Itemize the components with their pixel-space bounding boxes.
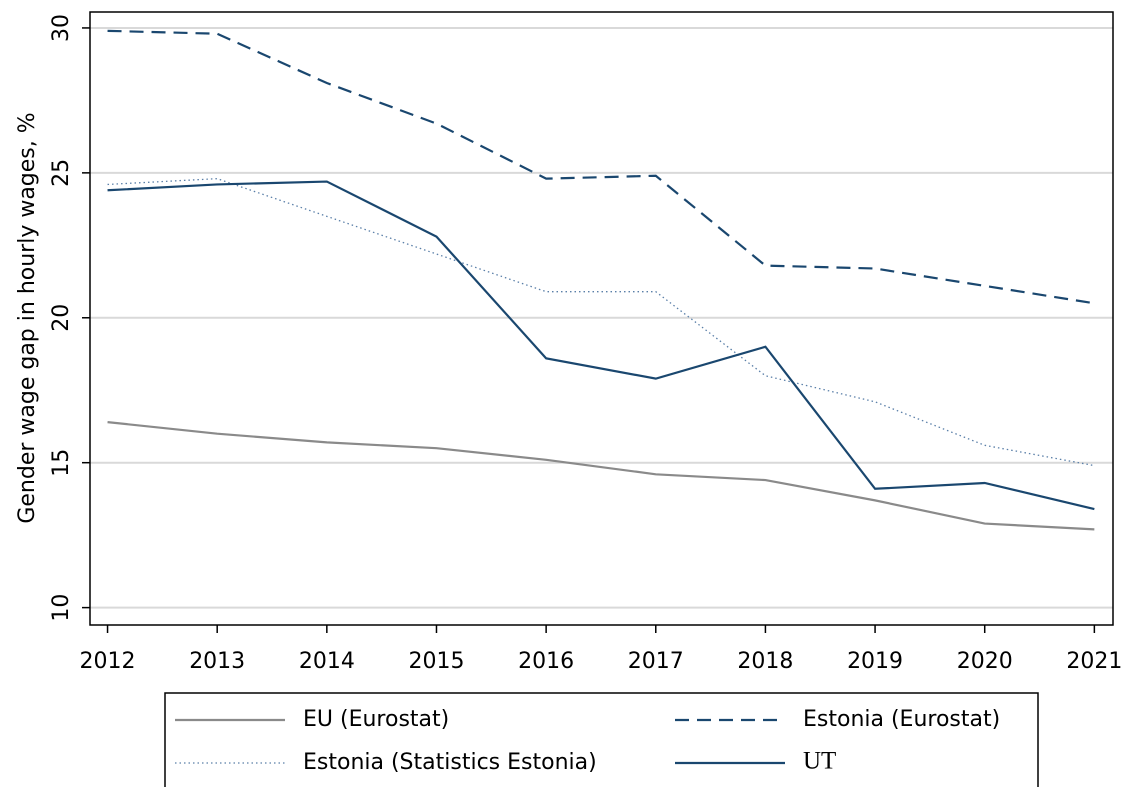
y-tick-label: 20 [49,304,74,332]
series-line [107,177,1095,467]
x-tick-label: 2015 [408,649,464,674]
series-line [107,29,1095,305]
y-tick-label: 15 [49,449,74,477]
legend-box [164,692,1039,787]
y-tick-label: 30 [49,14,74,42]
plot-frame [89,11,1114,626]
series-line [107,180,1095,511]
x-tick-label: 2021 [1066,649,1122,674]
x-tick-label: 2019 [847,649,903,674]
legend-label: Estonia (Eurostat) [803,707,1000,732]
x-tick-label: 2012 [80,649,136,674]
legend-label: UT [803,748,836,775]
legend-label: EU (Eurostat) [303,707,449,732]
y-tick-label: 10 [49,594,74,622]
x-tick-label: 2017 [628,649,684,674]
y-tick-label: 25 [49,159,74,187]
x-tick-label: 2014 [299,649,355,674]
x-tick-label: 2018 [737,649,793,674]
x-tick-label: 2016 [518,649,574,674]
legend-label: Estonia (Statistics Estonia) [303,750,597,775]
series-line [107,421,1095,531]
x-tick-label: 2020 [957,649,1013,674]
x-tick-label: 2013 [189,649,245,674]
y-axis-label: Gender wage gap in hourly wages, % [15,112,40,523]
